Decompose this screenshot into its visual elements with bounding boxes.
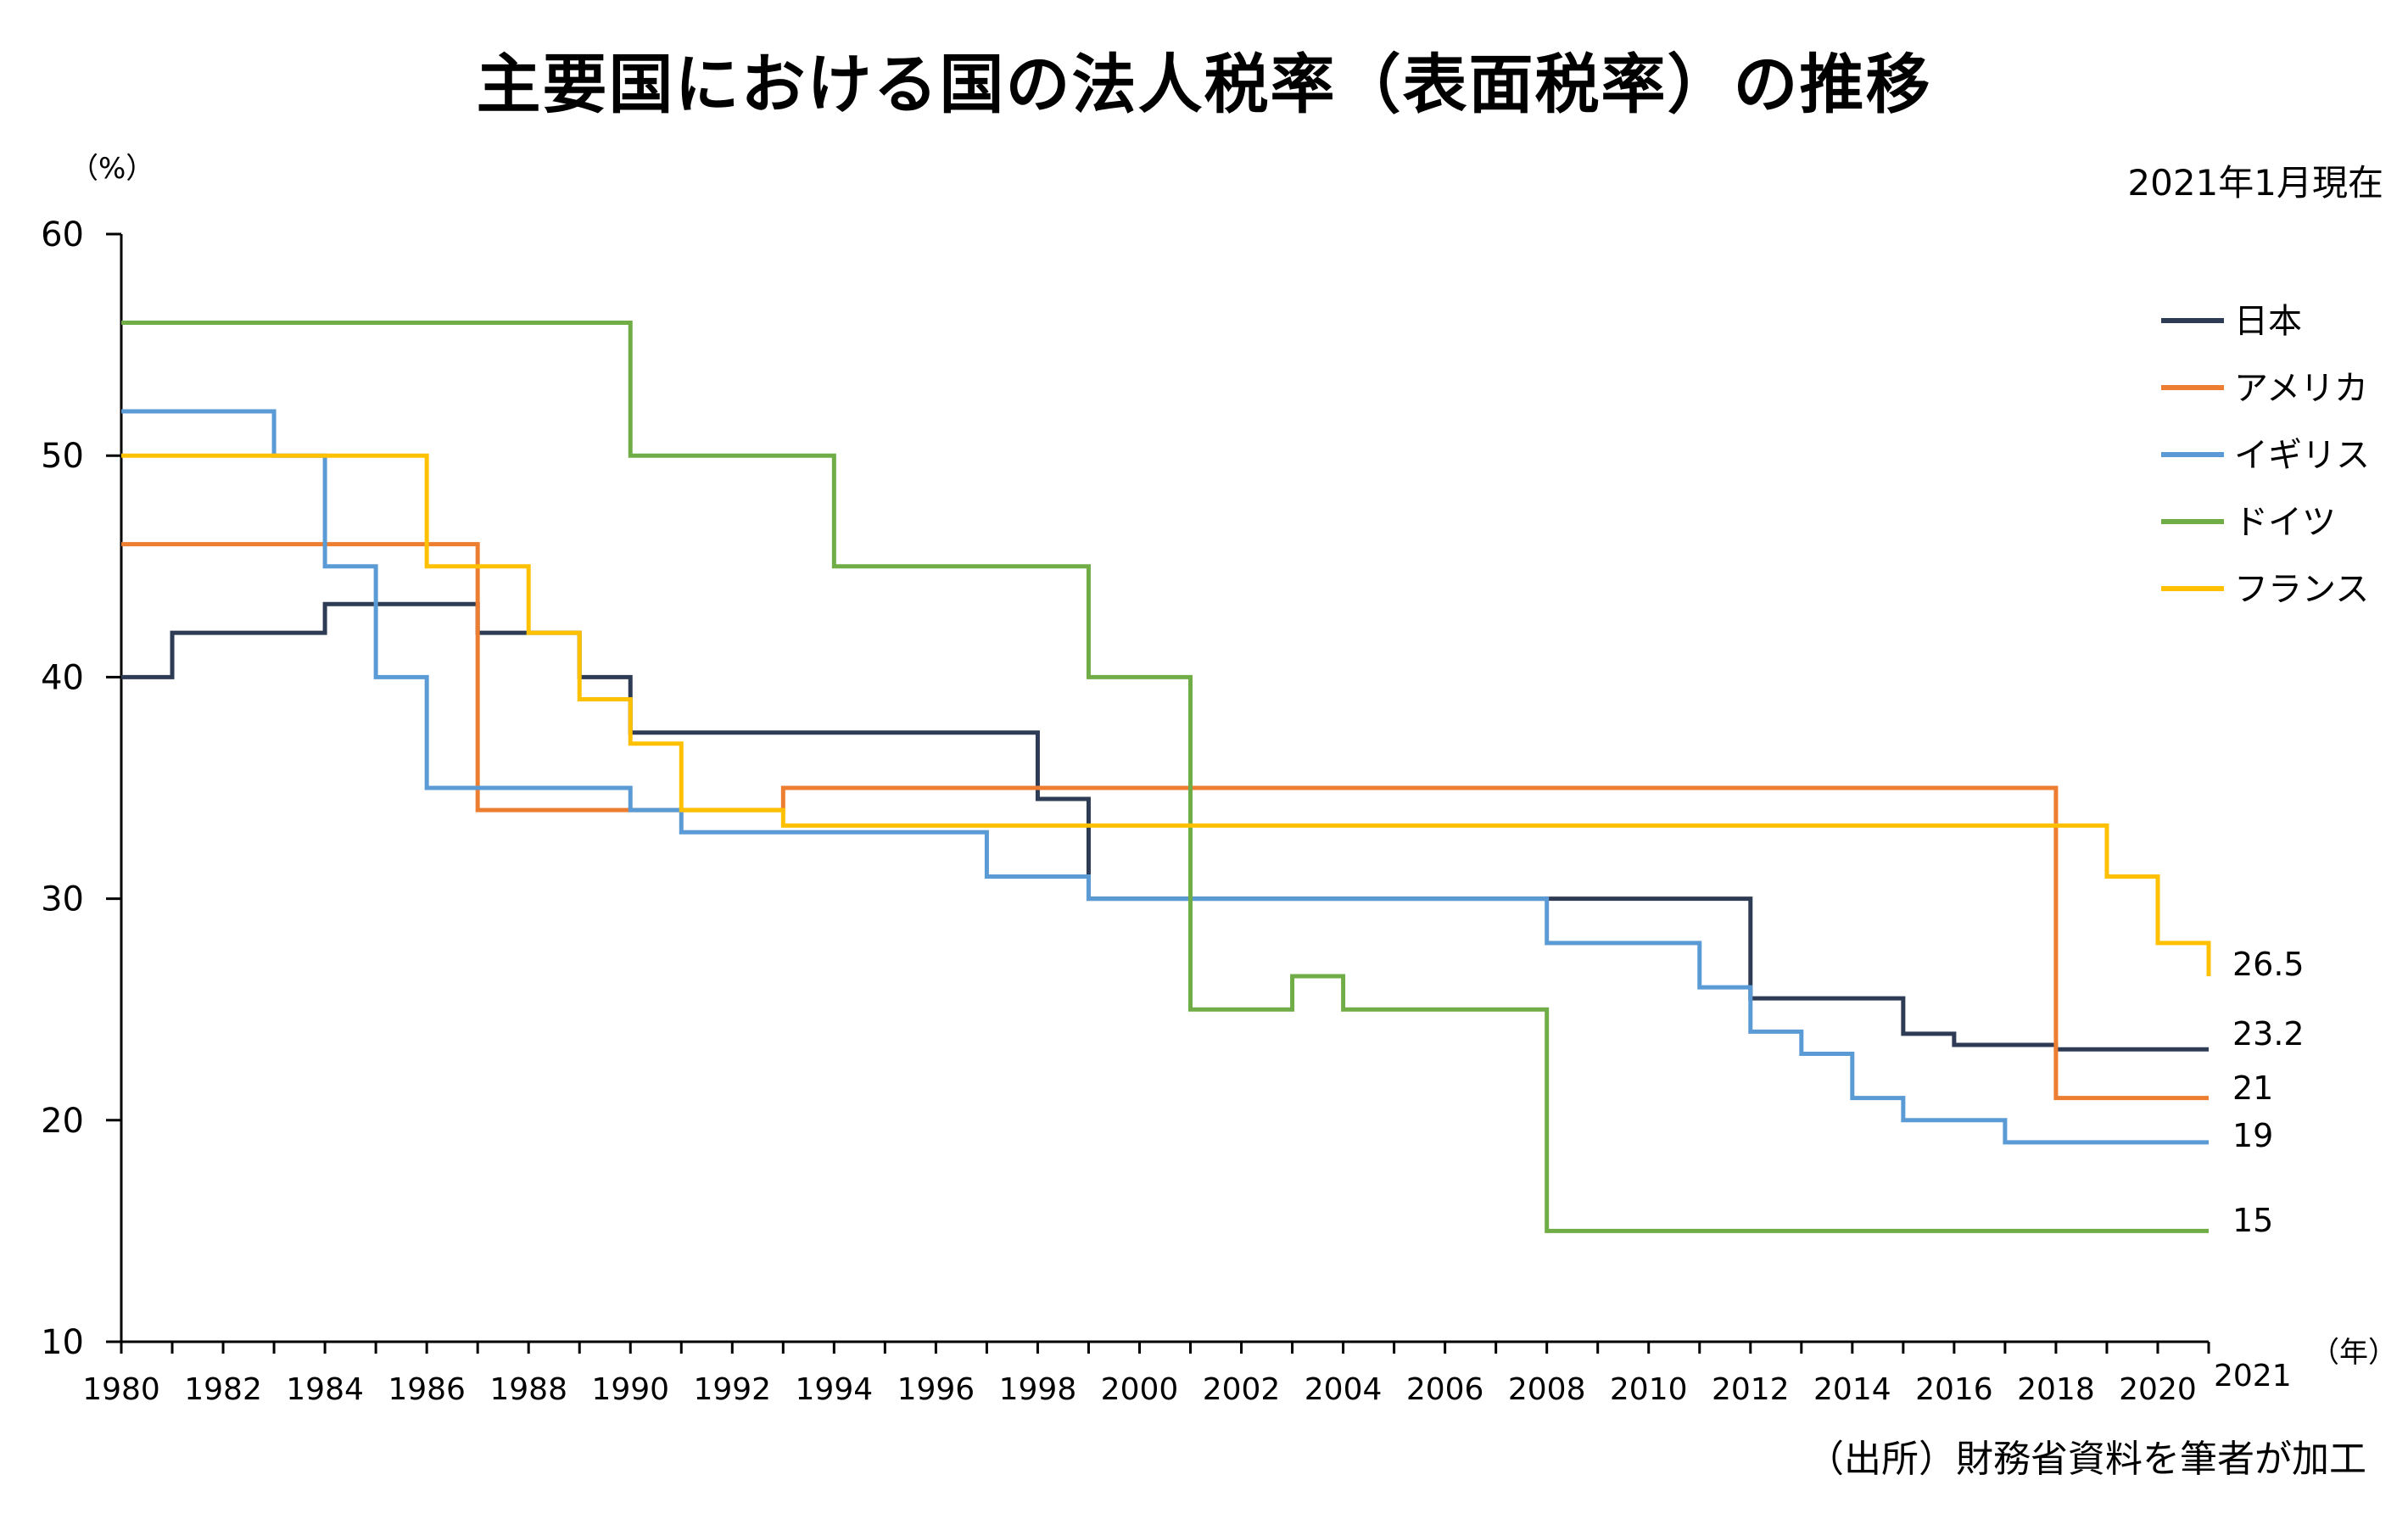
end-labels: 23.2 21 19 15 26.5 — [2232, 946, 2305, 1239]
x-tick-label: 2000 — [1101, 1372, 1179, 1407]
axes: 10 20 30 40 50 60 1980 1982 1984 1986 1988 1990 1992… — [41, 215, 2292, 1407]
chart-subtitle: 2021年1月現在 — [2127, 162, 2383, 204]
x-tick-label: 1984 — [286, 1372, 364, 1407]
x-tick-label: 2021 — [2214, 1359, 2292, 1393]
x-tick-label: 1980 — [82, 1372, 160, 1407]
x-tick-label: 1994 — [796, 1372, 874, 1407]
x-tick-label: 2012 — [1712, 1372, 1790, 1407]
legend-label: 日本 — [2234, 302, 2302, 341]
x-tick-label: 1998 — [999, 1372, 1077, 1407]
x-tick-label: 1996 — [897, 1372, 975, 1407]
x-tick-label: 2004 — [1305, 1372, 1383, 1407]
series-line-3 — [121, 409, 2209, 1145]
series-line-5 — [121, 453, 2211, 977]
series-line-2 — [121, 542, 2209, 1101]
x-tick-label: 1992 — [693, 1372, 771, 1407]
x-tick-label: 1982 — [184, 1372, 262, 1407]
y-tick-label: 20 — [41, 1102, 84, 1141]
y-tick-label: 30 — [41, 880, 84, 919]
y-tick-label: 10 — [41, 1323, 84, 1362]
y-tick-label: 50 — [41, 437, 84, 476]
source-note: （出所）財務省資料を筆者が加工 — [1807, 1438, 2366, 1481]
x-tick-label: 2018 — [2017, 1372, 2095, 1407]
legend-label: ドイツ — [2234, 503, 2336, 542]
series-layer — [121, 320, 2211, 1233]
end-value-label: 23.2 — [2232, 1015, 2305, 1053]
y-axis-label: （%） — [70, 152, 154, 186]
x-axis-label: （年） — [2310, 1336, 2397, 1370]
legend-label: フランス — [2234, 570, 2369, 609]
series-line-1 — [121, 601, 2209, 1052]
legend-label: イギリス — [2234, 436, 2370, 475]
x-tick-label: 1990 — [591, 1372, 669, 1407]
y-tick-label: 60 — [41, 215, 84, 254]
x-tick-label: 1986 — [388, 1372, 466, 1407]
end-value-label: 15 — [2232, 1202, 2273, 1239]
end-value-label: 26.5 — [2232, 946, 2305, 983]
end-value-label: 21 — [2232, 1069, 2273, 1107]
x-tick-label: 2020 — [2119, 1372, 2197, 1407]
x-tick-label: 2002 — [1203, 1372, 1281, 1407]
x-tick-label: 1988 — [489, 1372, 567, 1407]
x-tick-label: 2014 — [1813, 1372, 1891, 1407]
series-line-4 — [121, 320, 2209, 1233]
x-tick-label: 2010 — [1610, 1372, 1688, 1407]
chart-title: 主要国における国の法人税率（表面税率）の推移 — [476, 47, 1932, 122]
x-tick-label: 2008 — [1508, 1372, 1586, 1407]
end-value-label: 19 — [2232, 1117, 2273, 1154]
legend-label: アメリカ — [2234, 369, 2368, 408]
x-tick-label: 2006 — [1406, 1372, 1484, 1407]
x-tick-label: 2016 — [1915, 1372, 1993, 1407]
y-tick-label: 40 — [41, 658, 84, 697]
